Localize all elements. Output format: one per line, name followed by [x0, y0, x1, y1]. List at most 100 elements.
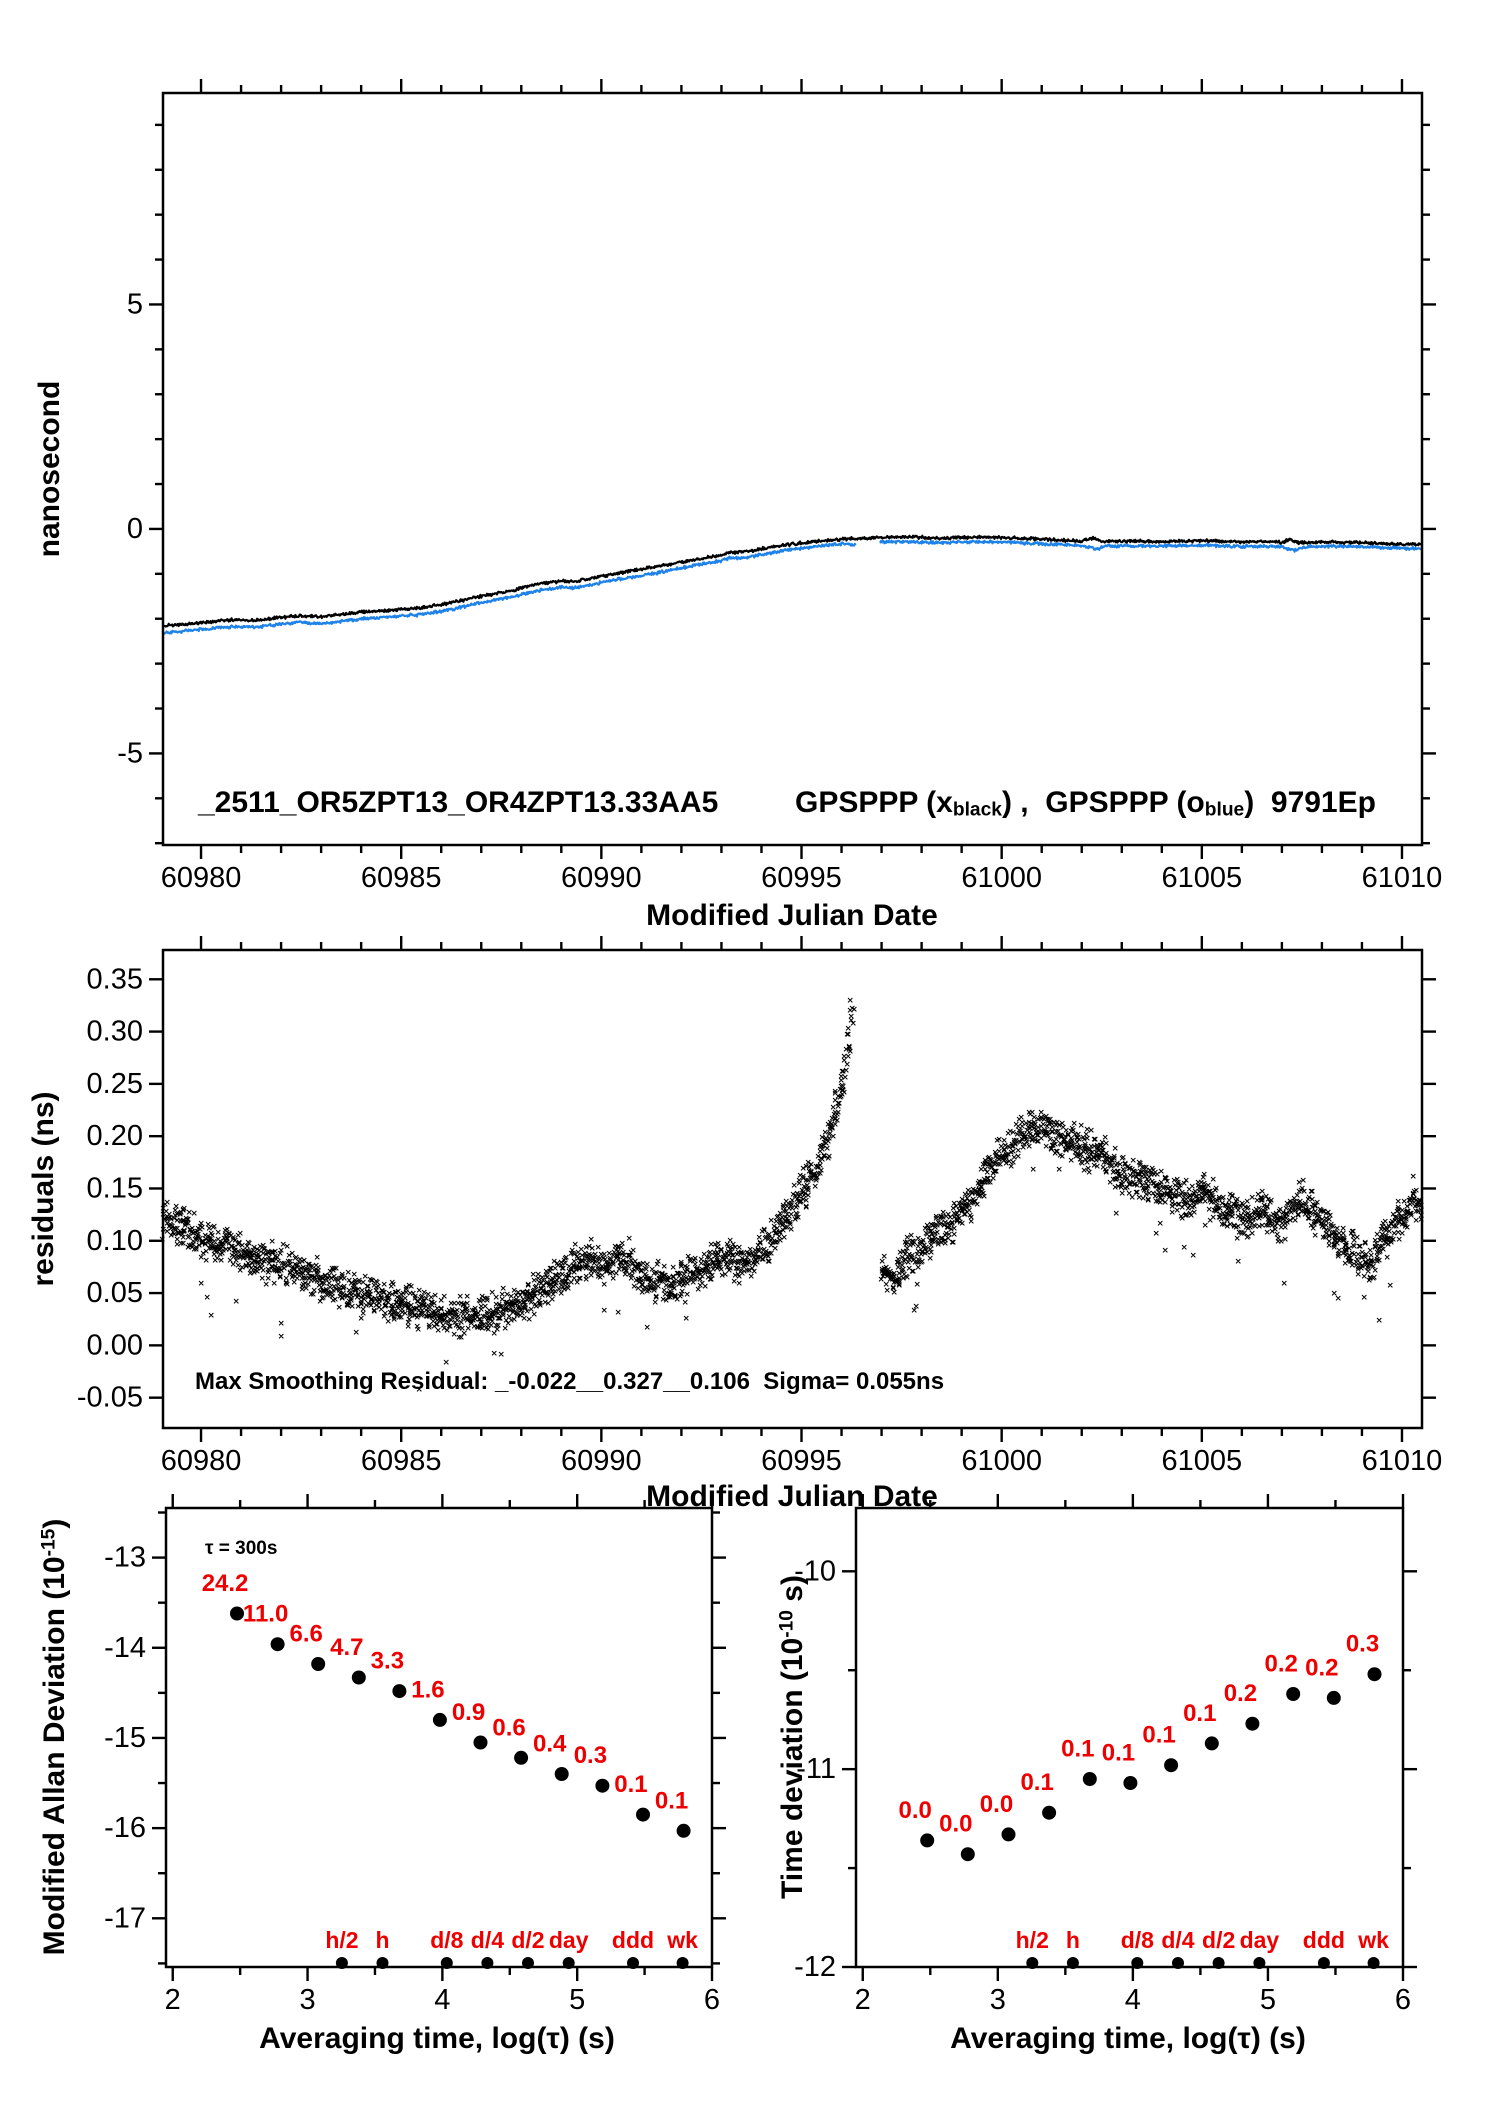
x-tick-label: 61000: [961, 862, 1042, 894]
tdev-yaxis-title-text: Time deviation (10: [776, 1637, 809, 1899]
x-tick-label: 61005: [1161, 1445, 1242, 1477]
data-point: [1204, 1736, 1219, 1751]
y-tick-label: 0.35: [87, 963, 143, 995]
residuals-annotation: Max Smoothing Residual: _-0.022__0.327__…: [195, 1368, 945, 1395]
point-value-label: 0.3: [574, 1742, 607, 1769]
point-value-label: 4.7: [330, 1634, 363, 1661]
data-point: [270, 1637, 285, 1652]
point-value-label: 0.1: [655, 1787, 688, 1814]
point-value-label: 0.1: [1183, 1700, 1216, 1727]
time-marker-label: ddd: [612, 1927, 654, 1953]
tdev-chart: 0.0 0.0 0.0 0.1 0.1 0.1 0.1 0.1 0.2 0.2 0.2 0.3 h/2 h…: [794, 1494, 1417, 2016]
point-value-label: 0.0: [898, 1797, 931, 1824]
x-tick-label: 60990: [561, 1445, 642, 1477]
y-tick-label: -0.05: [77, 1382, 143, 1414]
x-tick-label: 60980: [161, 862, 242, 894]
data-point: [1367, 1667, 1382, 1682]
x-tick-label: 60990: [561, 862, 642, 894]
legend-sub-blue: blue: [1204, 799, 1245, 821]
y-tick-label: 0: [127, 513, 143, 545]
y-tick-label: -11: [796, 1753, 836, 1785]
point-value-label: 0.2: [1265, 1650, 1298, 1677]
x-tick-label: 5: [1260, 1984, 1276, 2016]
y-tick-label: 0.00: [87, 1329, 143, 1361]
x-tick-label: 61005: [1161, 862, 1242, 894]
time-marker-label: wk: [1357, 1927, 1389, 1953]
x-tick-label: 60985: [361, 862, 442, 894]
data-point: [1286, 1687, 1301, 1701]
x-tick-label: 60980: [161, 1445, 242, 1477]
y-tick-label: 0.25: [87, 1068, 143, 1100]
time-marker-label: d/2: [1202, 1927, 1235, 1953]
y-tick-label: -12: [794, 1951, 836, 1983]
time-marker-label: h: [1066, 1927, 1080, 1953]
data-point: [432, 1712, 447, 1727]
y-tick-label: -14: [104, 1632, 146, 1664]
x-tick-label: 2: [855, 1984, 871, 2016]
data-point: [636, 1807, 650, 1822]
y-tick-label: 0.15: [87, 1172, 143, 1204]
residuals-scatter-markers: [159, 997, 1424, 1392]
plot-frame: [161, 91, 1424, 847]
y-tick-label: -13: [104, 1542, 146, 1574]
data-point: [473, 1735, 488, 1750]
time-marker-label: d/2: [511, 1927, 544, 1953]
legend-text: ) 9791Ep: [1244, 786, 1376, 819]
data-point: [230, 1606, 244, 1621]
x-tick-label: 61000: [961, 1445, 1042, 1477]
point-value-label: 0.2: [1305, 1654, 1338, 1681]
mdev-yaxis-title-exponent: -15: [38, 1528, 60, 1557]
plot-frame: [161, 948, 1424, 1430]
data-point: [1326, 1690, 1341, 1705]
trace-legend: GPSPPP (xblack) , GPSPPP (oblue) 9791Ep: [795, 786, 1376, 821]
residuals-yaxis-title: residuals (ns): [27, 1091, 60, 1287]
data-point: [1082, 1772, 1097, 1786]
gps-yaxis-title: nanosecond: [33, 380, 66, 558]
data-point: [554, 1767, 569, 1781]
mdev-yaxis-title-text: ): [38, 1518, 71, 1529]
data-point: [920, 1833, 935, 1848]
data-point: [1123, 1776, 1138, 1790]
point-value-label: 3.3: [371, 1648, 404, 1675]
mdev-chart: 24.2 11.06.6 4.7 3.3 1.6 0.9 0.6 0.4 0.3 0.1 0.1 h/…: [104, 1494, 726, 2016]
point-value-label: 0.0: [939, 1811, 972, 1838]
data-point: [595, 1778, 610, 1793]
y-tick-label: 5: [127, 288, 143, 320]
x-tick-label: 60995: [761, 1445, 842, 1477]
y-tick-label: -5: [117, 737, 143, 769]
data-point: [392, 1684, 407, 1699]
x-tick-label: 3: [990, 1984, 1006, 2016]
series-gpsppp-o-blue: [162, 539, 1423, 635]
gps-chart: 60980 60985 60990 60995 61000 61005 61010 5 0 -5: [117, 79, 1442, 894]
x-tick-label: 6: [1395, 1984, 1411, 2016]
data-point: [311, 1657, 326, 1671]
mdev-xaxis-title: Averaging time, log(τ) (s): [259, 2022, 615, 2055]
x-tick-label: 2: [165, 1984, 181, 2016]
point-value-label: 6.6: [290, 1621, 323, 1648]
plot-frame: [854, 1506, 1405, 1969]
point-value-label: 0.6: [492, 1714, 525, 1741]
time-marker-label: h: [375, 1927, 389, 1953]
y-tick-label: 0.30: [87, 1016, 143, 1048]
point-value-label: 0.1: [1102, 1740, 1135, 1767]
mdev-yaxis-title: Modified Allan Deviation (10-15): [38, 1519, 72, 1956]
point-value-label: 0.9: [452, 1699, 485, 1726]
series-gpsppp-x-black: [162, 534, 1423, 628]
gps-xaxis-title: Modified Julian Date: [646, 899, 938, 932]
y-tick-label: -16: [104, 1812, 146, 1844]
y-tick-label: -17: [104, 1902, 146, 1934]
tdev-yaxis-title: Time deviation (10-10 s): [776, 1575, 810, 1899]
x-tick-label: 5: [569, 1984, 585, 2016]
time-marker-label: d/8: [1121, 1927, 1154, 1953]
point-value-label: 24.2: [202, 1570, 249, 1597]
residuals-xaxis-title: Modified Julian Date: [646, 1480, 938, 1513]
y-tick-label: -10: [794, 1555, 836, 1587]
point-value-label: 0.1: [614, 1771, 647, 1798]
y-tick-label: 0.05: [87, 1277, 143, 1309]
tdev-yaxis-title-text: s): [776, 1575, 809, 1611]
time-marker-label: day: [1240, 1927, 1280, 1953]
data-point: [514, 1750, 529, 1765]
y-tick-label: 0.10: [87, 1225, 143, 1257]
